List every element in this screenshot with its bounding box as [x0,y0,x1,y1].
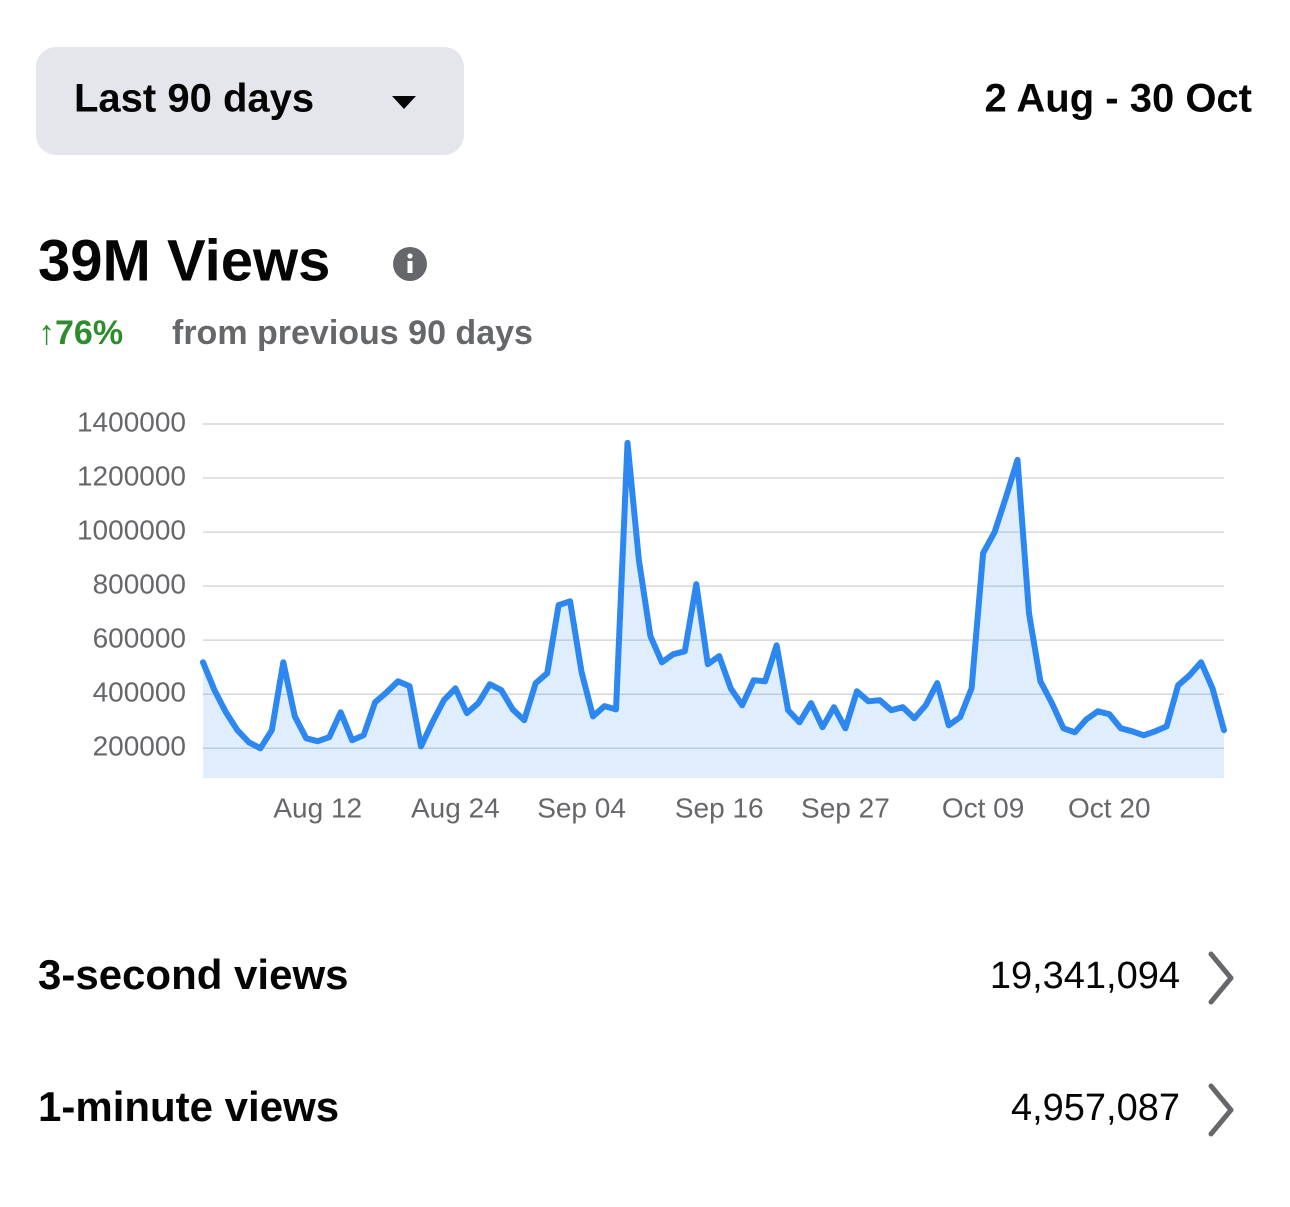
y-tick-label: 600000 [93,623,186,654]
metric-row[interactable]: 1-minute views 4,957,087 [0,1050,1290,1170]
x-tick-label: Aug 24 [411,792,500,823]
metric-label[interactable]: 3-second views [38,951,348,998]
y-tick-label: 800000 [93,569,186,600]
y-tick-label: 400000 [93,677,186,708]
dropdown-background[interactable] [36,47,464,155]
y-tick-label: 1400000 [77,406,186,437]
info-icon[interactable] [393,247,427,281]
info-dot[interactable] [407,253,413,259]
area [203,442,1224,778]
views-chart: 200000 400000 600000 800000 1000000 1200000 14… [77,406,1227,823]
x-tick-label: Sep 27 [801,792,890,823]
dropdown-caret[interactable] [392,96,416,109]
period-dropdown[interactable]: Last 90 days [36,47,464,155]
metric-label[interactable]: 1-minute views [38,1083,339,1130]
line [200,439,1227,752]
x-tick-label: Sep 04 [537,792,626,823]
dropdown-label[interactable]: Last 90 days [74,77,314,121]
y-tick-label: 1200000 [77,460,186,491]
chevron[interactable] [1208,1083,1234,1137]
metric-value[interactable]: 4,957,087 [1011,1087,1180,1129]
change-text: from previous 90 days [172,314,533,352]
y-tick-label: 1000000 [77,514,186,545]
y-tick-label: 200000 [93,731,186,762]
chevron[interactable] [1208,951,1234,1005]
change-percent: ↑76% [38,314,123,352]
date-range: 2 Aug - 30 Oct [985,77,1252,121]
metrics-list: 3-second views 19,341,094 1-minute views 4,… [0,918,1290,1170]
info-bar[interactable] [407,261,413,273]
x-tick-label: Oct 09 [942,792,1024,823]
x-tick-label: Aug 12 [273,792,362,823]
x-tick-label: Sep 16 [675,792,764,823]
metric-value[interactable]: 19,341,094 [990,955,1180,997]
metric-row[interactable]: 3-second views 19,341,094 [0,918,1290,1038]
views-title: 39M Views [38,228,330,293]
x-tick-label: Oct 20 [1068,792,1150,823]
